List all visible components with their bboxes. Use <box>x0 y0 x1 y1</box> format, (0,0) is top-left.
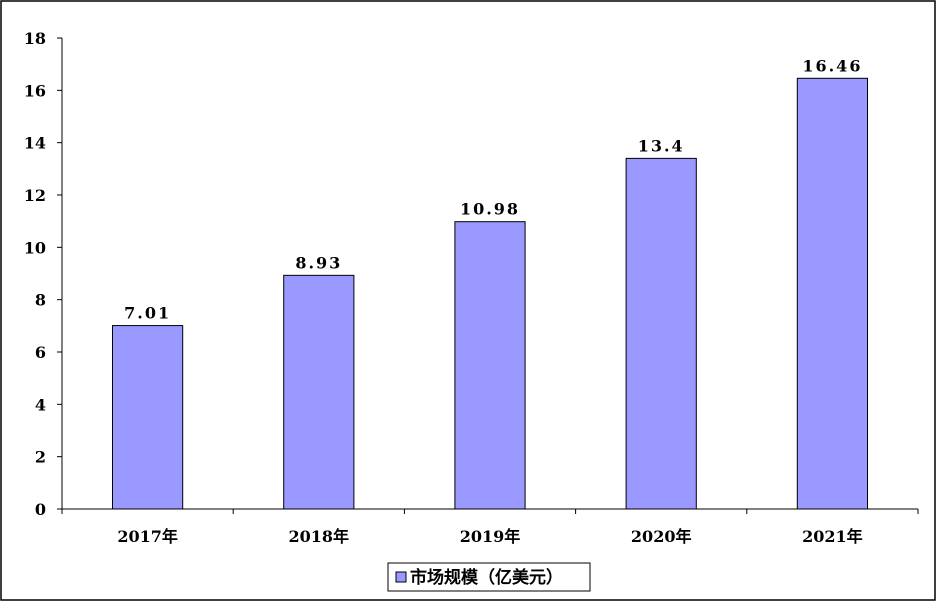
y-tick-label: 6 <box>35 343 46 362</box>
y-tick-label: 14 <box>24 134 46 153</box>
x-axis: 2017年 2018年 2019年 2020年 2021年 <box>61 508 919 546</box>
y-tick-label: 16 <box>24 81 46 100</box>
bar-2020年 <box>625 157 697 510</box>
y-tick-label: 18 <box>24 29 46 48</box>
x-tick-label: 2017年 <box>117 527 178 546</box>
data-label: 13.4 <box>638 136 685 155</box>
data-label: 8.93 <box>295 253 342 272</box>
data-labels: 7.01 8.93 10.98 13.4 16.46 <box>124 56 862 323</box>
legend: 市场规模（亿美元） <box>387 562 591 592</box>
y-tick-label: 2 <box>35 448 46 467</box>
y-tick-label: 0 <box>35 500 46 519</box>
bar-series <box>112 77 868 510</box>
x-tick-label: 2018年 <box>289 527 350 546</box>
bar-2019年 <box>454 221 526 510</box>
bar-2018年 <box>283 274 355 510</box>
data-label: 10.98 <box>460 200 520 219</box>
x-tick-label: 2019年 <box>460 527 521 546</box>
y-tick-label: 8 <box>35 291 46 310</box>
y-tick-label: 4 <box>35 395 46 414</box>
data-label: 7.01 <box>124 304 171 323</box>
x-tick-label: 2020年 <box>631 527 692 546</box>
legend-label: 市场规模（亿美元） <box>410 567 563 588</box>
bar-2017年 <box>112 325 184 510</box>
y-tick-label: 10 <box>24 238 46 257</box>
legend-swatch <box>395 571 407 583</box>
y-axis: 0 2 4 6 8 10 12 14 16 18 <box>24 29 63 519</box>
x-tick-label: 2021年 <box>802 527 863 546</box>
bar-2021年 <box>796 77 868 510</box>
data-label: 16.46 <box>802 56 862 75</box>
y-tick-label: 12 <box>24 186 46 205</box>
legend-box <box>387 562 591 592</box>
